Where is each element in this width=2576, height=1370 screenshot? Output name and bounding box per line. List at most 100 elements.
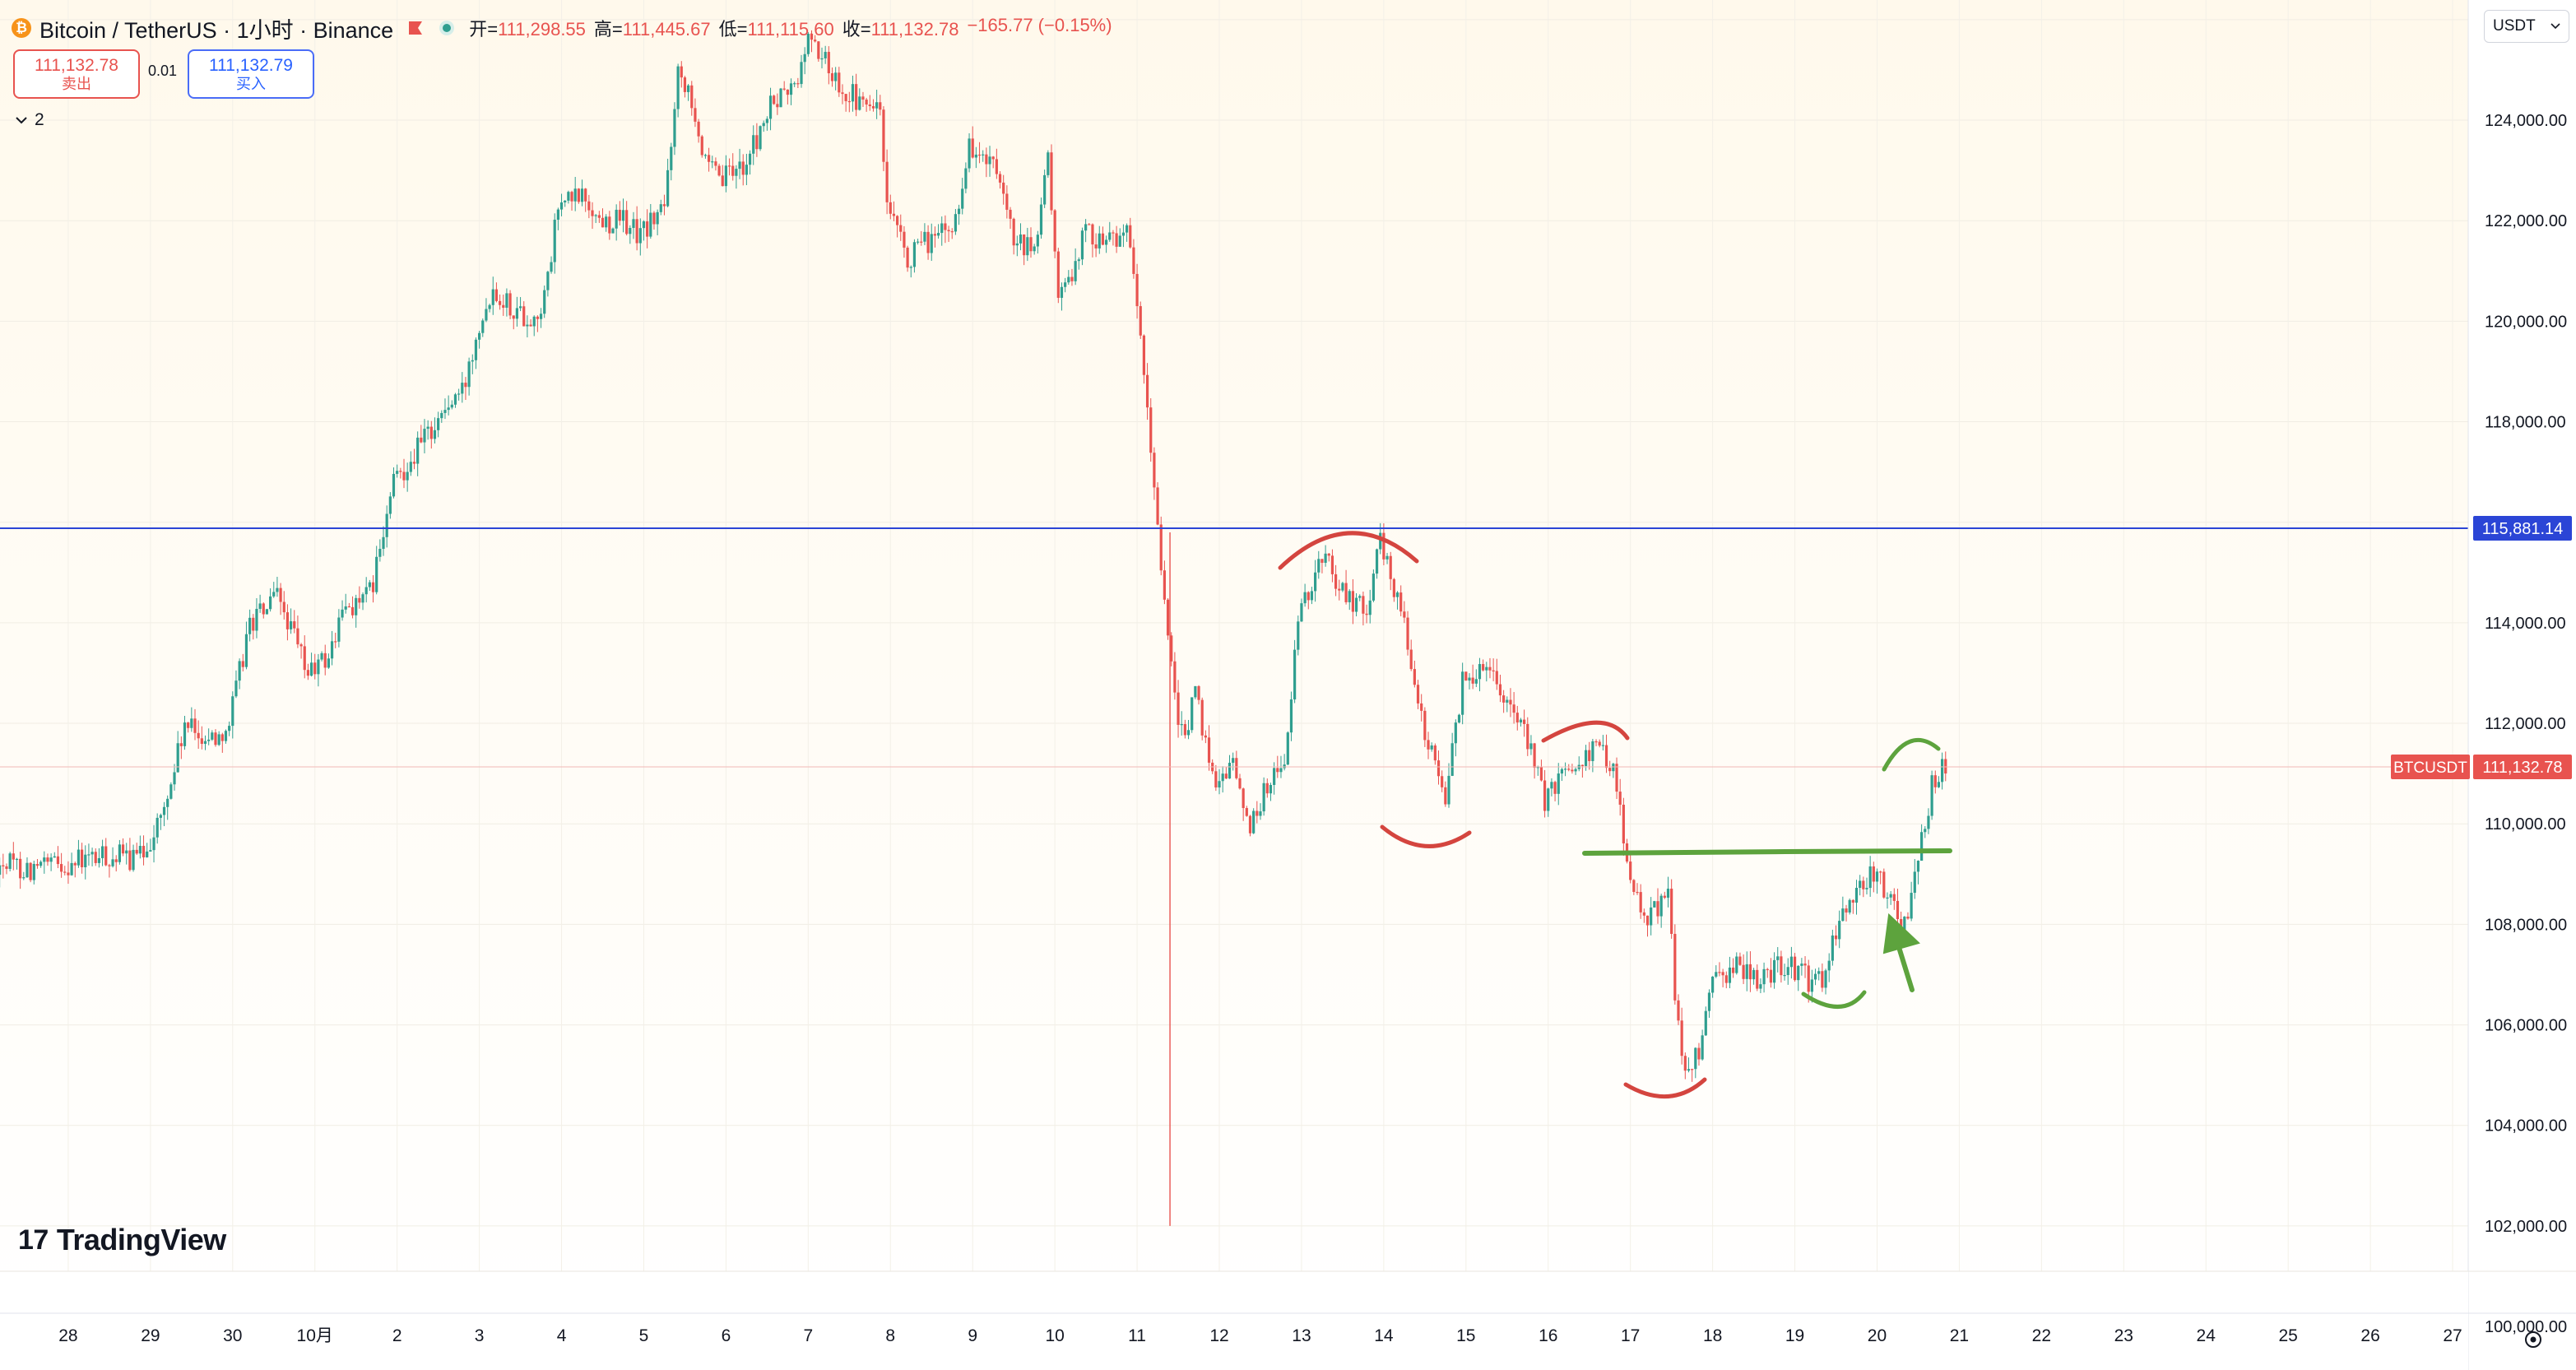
candles <box>0 30 1947 1226</box>
candle-body <box>228 726 231 731</box>
candle-body <box>299 644 303 647</box>
candle-body <box>193 718 197 733</box>
drawing-annotations[interactable] <box>1278 531 1952 1099</box>
candle-body <box>474 339 478 360</box>
candle-body <box>1450 743 1454 776</box>
candle-body <box>125 850 128 854</box>
tradingview-logo[interactable]: 17 TradingView <box>18 1223 226 1257</box>
candle-body <box>1056 251 1060 298</box>
candle-body <box>543 290 546 314</box>
candle-body <box>252 617 255 631</box>
candle-body <box>1474 679 1478 684</box>
candle-body <box>138 846 142 854</box>
sell-button[interactable]: 111,132.78 卖出 <box>13 49 140 99</box>
green-arc-top <box>1882 738 1941 772</box>
axis-settings-icon[interactable] <box>2525 1331 2541 1348</box>
time-tick-label: 12 <box>1209 1326 1228 1345</box>
candle-body <box>1060 286 1064 298</box>
candle-body <box>1738 956 1742 965</box>
candle-body <box>892 213 896 216</box>
candle-body <box>601 217 605 228</box>
price-tick-label: 120,000.00 <box>2485 313 2567 331</box>
time-tick-label: 29 <box>141 1326 160 1345</box>
time-axis[interactable]: 28 29 30 10月 2 3 4 5 6 7 8 9 10 11 12 13 14 15 16 17 18 19 20 2… <box>0 1270 2576 1370</box>
candle-body <box>1694 1047 1697 1070</box>
time-tick-label: 28 <box>58 1326 77 1345</box>
candle-body <box>803 53 806 63</box>
candle-body <box>1441 776 1444 787</box>
candle-body <box>118 844 121 862</box>
axis-price-labels: 115,881.14 BTCUSDT 111,132.78 <box>2391 515 2572 780</box>
candle-body <box>1872 866 1875 882</box>
candle-body <box>1194 685 1197 698</box>
candle-body <box>1780 956 1783 976</box>
price-levels <box>0 527 2468 768</box>
candle-body <box>629 227 632 235</box>
candle-body <box>56 856 60 865</box>
candle-body <box>149 850 152 852</box>
symbol-title[interactable]: Bitcoin / TetherUS · 1小时 · Binance <box>39 17 394 43</box>
candle-body <box>1036 235 1039 247</box>
candle-body <box>1437 760 1441 777</box>
time-tick-label: 17 <box>1621 1326 1640 1345</box>
candle-body <box>317 659 320 675</box>
candle-body <box>1704 1010 1707 1036</box>
candle-body <box>1656 901 1659 917</box>
candle-body <box>1273 768 1276 785</box>
candle-body <box>176 743 179 773</box>
candle-body <box>968 138 971 169</box>
candle-body <box>670 146 673 170</box>
price-axis[interactable]: 100,000.00 102,000.00 104,000.00 106,000.00… <box>2467 0 2576 1370</box>
candle-body <box>1351 591 1355 612</box>
candle-body <box>1859 880 1862 889</box>
candle-body <box>471 360 474 362</box>
ohlc-close: 收=111,132.78 <box>842 19 959 39</box>
candle-body <box>954 214 957 232</box>
candle-body <box>1248 815 1252 834</box>
candle-body <box>697 121 700 137</box>
candle-body <box>1026 237 1029 256</box>
candle-body <box>748 153 752 165</box>
candle-body <box>146 851 149 857</box>
candle-body <box>1005 193 1009 210</box>
candle-body <box>615 209 618 229</box>
candle-body <box>77 849 81 866</box>
candle-body <box>39 861 43 866</box>
candle-body <box>1845 908 1848 913</box>
candle-body <box>1334 574 1338 589</box>
price-tick-label: 118,000.00 <box>2485 414 2566 432</box>
tradingview-brand: TradingView <box>56 1223 226 1256</box>
candle-body <box>1256 810 1259 816</box>
candle-body <box>638 228 642 244</box>
time-tick-label: 15 <box>1456 1326 1475 1345</box>
candle-body <box>1053 210 1056 252</box>
time-tick-label: 6 <box>722 1326 731 1345</box>
candle-body <box>447 407 450 411</box>
candle-body <box>789 83 793 95</box>
candle-body <box>0 865 2 875</box>
buy-button[interactable]: 111,132.79 买入 <box>188 49 314 99</box>
candle-body <box>559 202 564 210</box>
candle-body <box>944 223 947 230</box>
time-tick-label: 10 <box>1045 1326 1064 1345</box>
candle-body <box>1691 1069 1694 1070</box>
market-status-icon[interactable] <box>438 19 456 37</box>
candle-body <box>755 135 759 150</box>
candle-body <box>1156 487 1159 525</box>
candle-body <box>255 608 258 631</box>
price-tick-label: 102,000.00 <box>2485 1218 2567 1236</box>
candle-body <box>536 316 539 319</box>
last-price-text: 111,132.78 <box>2482 759 2562 777</box>
candle-body <box>1924 829 1927 833</box>
green-arrow-shaft <box>1896 942 1915 992</box>
currency-select[interactable]: USDT <box>2484 10 2569 43</box>
indicators-toggle[interactable]: 2 <box>15 110 44 130</box>
candle-body <box>440 412 443 419</box>
candle-body <box>1019 234 1023 244</box>
candle-body <box>15 858 19 861</box>
candle-body <box>991 156 995 160</box>
flag-icon[interactable] <box>406 19 425 37</box>
candle-body <box>957 208 961 215</box>
candle-body <box>1170 635 1173 662</box>
